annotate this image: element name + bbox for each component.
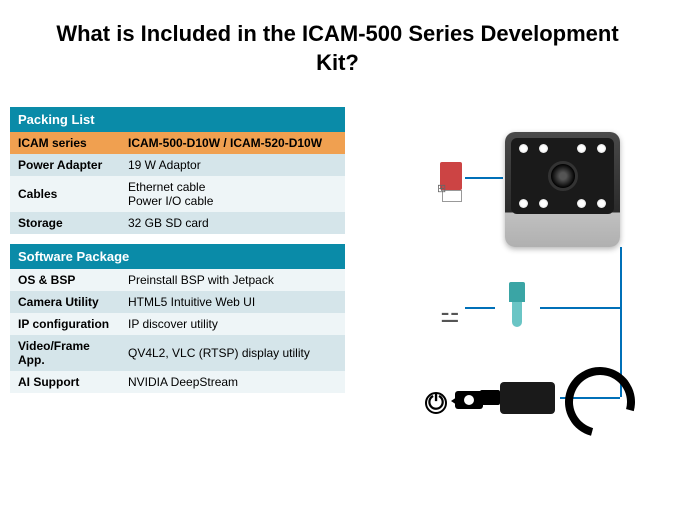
connector-line [465, 307, 495, 309]
led-icon [519, 199, 528, 208]
power-cable-icon [552, 354, 648, 450]
tables-column: Packing ListICAM seriesICAM-500-D10W / I… [10, 107, 345, 437]
row-value: HTML5 Intuitive Web UI [120, 291, 345, 313]
camera-lens-icon [548, 161, 578, 191]
camera-device-icon [505, 132, 620, 247]
sd-label: ⊞ [437, 182, 446, 195]
table-row: ICAM seriesICAM-500-D10W / ICAM-520-D10W [10, 132, 345, 154]
table-row: OS & BSPPreinstall BSP with Jetpack [10, 269, 345, 291]
diagram-column: ⊞ ⚍ ⏻ [365, 107, 665, 437]
row-label: IP configuration [10, 313, 120, 335]
led-icon [597, 199, 606, 208]
table-row: Camera UtilityHTML5 Intuitive Web UI [10, 291, 345, 313]
table-row: Power Adapter19 W Adaptor [10, 154, 345, 176]
io-cable-icon: ⚍ [440, 302, 460, 328]
row-label: OS & BSP [10, 269, 120, 291]
table-row: CablesEthernet cable Power I/O cable [10, 176, 345, 212]
packing-list-table: Packing ListICAM seriesICAM-500-D10W / I… [10, 107, 345, 234]
row-label: Video/Frame App. [10, 335, 120, 371]
power-button-icon: ⏻ [425, 392, 447, 414]
led-icon [539, 144, 548, 153]
section-header-row: Packing List [10, 107, 345, 132]
section-header-cell: Packing List [10, 107, 345, 132]
table-row: Video/Frame App.QV4L2, VLC (RTSP) displa… [10, 335, 345, 371]
row-label: Camera Utility [10, 291, 120, 313]
led-icon [597, 144, 606, 153]
page-title: What is Included in the ICAM-500 Series … [0, 0, 675, 107]
row-value: ICAM-500-D10W / ICAM-520-D10W [120, 132, 345, 154]
row-value: NVIDIA DeepStream [120, 371, 345, 393]
software-package-table: Software PackageOS & BSPPreinstall BSP w… [10, 244, 345, 393]
content-wrapper: Packing ListICAM seriesICAM-500-D10W / I… [0, 107, 675, 437]
table-row: AI SupportNVIDIA DeepStream [10, 371, 345, 393]
led-icon [577, 144, 586, 153]
kit-diagram: ⊞ ⚍ ⏻ [365, 107, 665, 437]
power-adapter-icon [500, 382, 555, 414]
row-value: 19 W Adaptor [120, 154, 345, 176]
section-header-row: Software Package [10, 244, 345, 269]
row-value: Ethernet cable Power I/O cable [120, 176, 345, 212]
table-row: IP configurationIP discover utility [10, 313, 345, 335]
row-value: QV4L2, VLC (RTSP) display utility [120, 335, 345, 371]
section-header-cell: Software Package [10, 244, 345, 269]
row-label: Cables [10, 176, 120, 212]
led-icon [577, 199, 586, 208]
row-value: Preinstall BSP with Jetpack [120, 269, 345, 291]
table-row: Storage32 GB SD card [10, 212, 345, 234]
row-label: Power Adapter [10, 154, 120, 176]
row-label: ICAM series [10, 132, 120, 154]
row-value: IP discover utility [120, 313, 345, 335]
connector-line [465, 177, 503, 179]
led-icon [519, 144, 528, 153]
ethernet-cable-icon [495, 282, 540, 327]
led-icon [539, 199, 548, 208]
row-value: 32 GB SD card [120, 212, 345, 234]
row-label: AI Support [10, 371, 120, 393]
vision-icon [455, 391, 483, 409]
connector-line [540, 307, 620, 309]
row-label: Storage [10, 212, 120, 234]
camera-face [511, 138, 614, 214]
